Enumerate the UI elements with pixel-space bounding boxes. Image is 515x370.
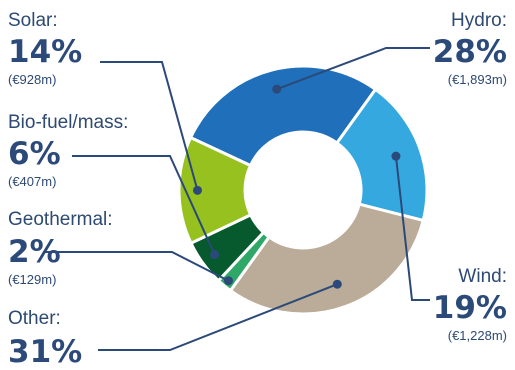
leader-dot-other: [332, 279, 342, 289]
hydro-percent: 28%: [433, 34, 507, 70]
leader-line-geothermal: [43, 251, 229, 282]
leader-line-wind: [394, 156, 430, 301]
slice-other: [228, 202, 425, 316]
leader-line-hydro: [276, 47, 430, 91]
geothermal-label: Geothermal:: [8, 209, 113, 230]
leader-lines: [43, 47, 430, 351]
leader-dot-hydro: [272, 84, 282, 94]
solar-label: Solar:: [8, 10, 58, 31]
slice-hydro: [189, 64, 378, 167]
leader-dot-bio-fuel-mass: [210, 250, 220, 260]
solar-percent: 14%: [8, 34, 82, 70]
other-percent: 31%: [8, 334, 82, 370]
leader-line-other: [98, 283, 338, 351]
leader-dot-solar: [192, 185, 202, 195]
leader-dot-wind: [391, 151, 401, 161]
leader-line-bio-fuel-mass: [72, 155, 216, 256]
leader-dot-geothermal: [223, 276, 233, 286]
geothermal-amount: (€129m): [8, 272, 56, 287]
geothermal-percent: 2%: [8, 234, 61, 270]
hydro-label: Hydro:: [451, 10, 507, 31]
other-label: Other:: [8, 308, 61, 329]
leader-line-solar: [100, 61, 199, 191]
slice-wind: [335, 87, 429, 222]
wind-label: Wind:: [458, 266, 507, 287]
solar-amount: (€928m): [8, 72, 56, 87]
wind-percent: 19%: [433, 290, 507, 326]
wind-amount: (€1,228m): [448, 328, 507, 343]
hydro-amount: (€1,893m): [448, 72, 507, 87]
donut-slices: [177, 64, 429, 316]
biofuel-label: Bio-fuel/mass:: [8, 112, 128, 133]
biofuel-percent: 6%: [8, 136, 61, 172]
biofuel-amount: (€407m): [8, 174, 56, 189]
